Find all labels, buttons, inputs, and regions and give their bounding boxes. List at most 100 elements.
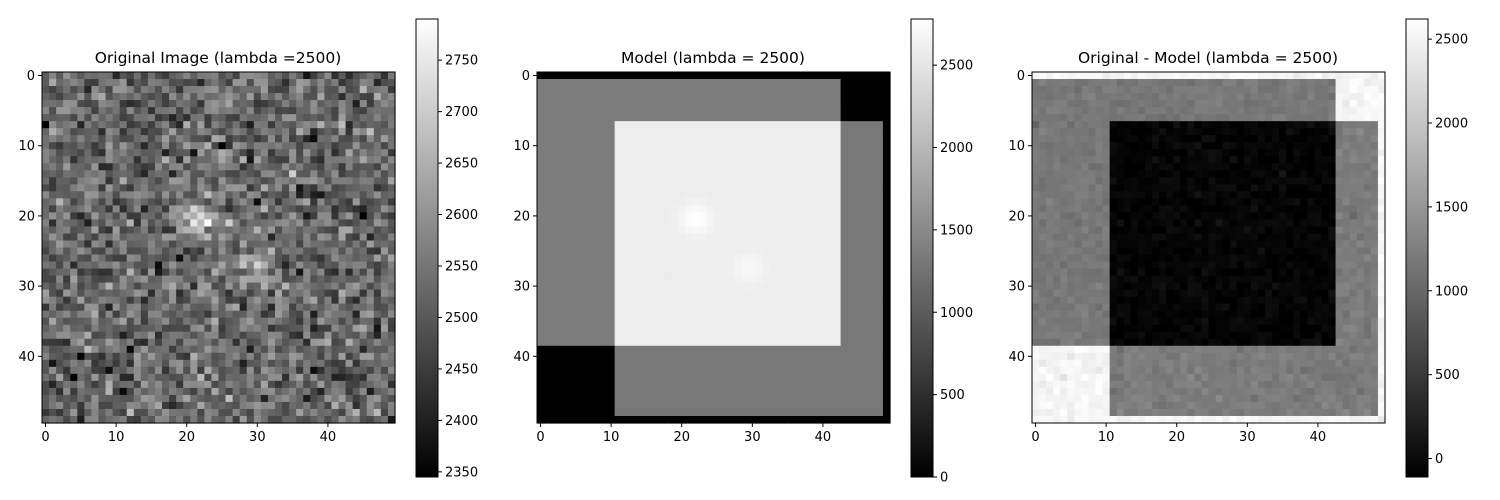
heatmap-cell bbox=[551, 352, 559, 361]
heatmap-cell bbox=[628, 303, 637, 312]
heatmap-cell bbox=[345, 226, 354, 235]
heatmap-cell bbox=[317, 331, 325, 340]
heatmap-cell bbox=[303, 380, 311, 389]
heatmap-cell bbox=[713, 163, 722, 171]
heatmap-cell bbox=[42, 338, 50, 347]
heatmap-cell bbox=[331, 338, 340, 347]
heatmap-cell bbox=[289, 387, 297, 396]
heatmap-cell bbox=[798, 324, 806, 333]
heatmap-cell bbox=[727, 373, 736, 382]
heatmap-cell bbox=[303, 310, 311, 319]
heatmap-cell bbox=[282, 86, 290, 94]
heatmap-cell bbox=[769, 268, 778, 277]
heatmap-cell bbox=[607, 282, 616, 291]
heatmap-cell bbox=[310, 408, 318, 417]
heatmap-cell bbox=[211, 198, 220, 206]
heatmap-cell bbox=[387, 93, 396, 101]
heatmap-cell bbox=[579, 198, 588, 206]
heatmap-cell bbox=[748, 86, 757, 94]
heatmap-cell bbox=[225, 303, 234, 312]
heatmap-cell bbox=[551, 401, 559, 410]
heatmap-cell bbox=[805, 345, 813, 354]
heatmap-cell bbox=[847, 296, 856, 305]
heatmap-cell bbox=[133, 275, 142, 284]
heatmap-cell bbox=[777, 212, 785, 221]
heatmap-cell bbox=[882, 366, 891, 375]
heatmap-cell bbox=[565, 205, 573, 213]
heatmap-cell bbox=[218, 114, 227, 122]
heatmap-cell bbox=[664, 394, 672, 403]
heatmap-cell bbox=[755, 177, 764, 185]
heatmap-cell bbox=[607, 289, 616, 298]
heatmap-cell bbox=[600, 394, 609, 403]
heatmap-cell bbox=[868, 114, 877, 122]
heatmap-cell bbox=[77, 275, 85, 284]
heatmap-cell bbox=[282, 128, 290, 136]
heatmap-cell bbox=[232, 282, 241, 291]
heatmap-cell bbox=[190, 275, 198, 284]
heatmap-cell bbox=[791, 268, 799, 277]
heatmap-cell bbox=[558, 247, 566, 256]
heatmap-cell bbox=[338, 352, 347, 361]
heatmap-cell bbox=[769, 170, 778, 178]
heatmap-cell bbox=[769, 72, 778, 80]
heatmap-cell bbox=[819, 254, 828, 263]
heatmap-cell bbox=[70, 359, 78, 368]
heatmap-cell bbox=[366, 240, 375, 249]
heatmap-cell bbox=[572, 163, 580, 171]
heatmap-cell bbox=[833, 380, 842, 389]
heatmap-cell bbox=[267, 177, 276, 185]
heatmap-cell bbox=[380, 366, 389, 375]
heatmap-cell bbox=[331, 310, 340, 319]
heatmap-cell bbox=[593, 275, 602, 284]
heatmap-cell bbox=[664, 254, 672, 263]
heatmap-cell bbox=[819, 163, 828, 171]
heatmap-cell bbox=[317, 191, 325, 199]
heatmap-cell bbox=[777, 93, 785, 101]
heatmap-cell bbox=[868, 254, 877, 263]
heatmap-cell bbox=[183, 394, 191, 403]
heatmap-cell bbox=[147, 415, 156, 424]
heatmap-cell bbox=[586, 135, 595, 143]
heatmap-cell bbox=[225, 205, 234, 213]
heatmap-cell bbox=[777, 338, 785, 347]
heatmap-cell bbox=[126, 373, 135, 382]
chart-title-model: Model (lambda = 2500) bbox=[621, 49, 805, 67]
heatmap-cell bbox=[310, 149, 318, 157]
heatmap-cell bbox=[621, 79, 630, 87]
heatmap-cell bbox=[649, 79, 658, 87]
heatmap-cell bbox=[260, 170, 269, 178]
heatmap-cell bbox=[91, 345, 100, 354]
heatmap-cell bbox=[317, 401, 325, 410]
heatmap-cell bbox=[274, 198, 283, 206]
heatmap-cell bbox=[176, 366, 184, 375]
heatmap-cell bbox=[338, 296, 347, 305]
heatmap-cell bbox=[593, 121, 602, 129]
heatmap-cell bbox=[579, 366, 588, 375]
heatmap-cell bbox=[253, 107, 262, 115]
heatmap-cell bbox=[260, 268, 269, 277]
heatmap-cell bbox=[239, 212, 248, 221]
heatmap-cell bbox=[345, 240, 354, 249]
heatmap-cell bbox=[685, 282, 693, 291]
heatmap-cell bbox=[607, 219, 616, 228]
heatmap-cell bbox=[854, 331, 863, 340]
heatmap-cell bbox=[544, 205, 552, 213]
heatmap-cell bbox=[762, 317, 771, 326]
heatmap-cell bbox=[635, 282, 644, 291]
heatmap-cell bbox=[734, 338, 743, 347]
heatmap-cell bbox=[868, 401, 877, 410]
heatmap-cell bbox=[119, 184, 128, 192]
heatmap-cell bbox=[162, 226, 170, 235]
heatmap-cell bbox=[211, 366, 220, 375]
heatmap-cell bbox=[176, 380, 184, 389]
heatmap-cell bbox=[748, 247, 757, 256]
heatmap-cell bbox=[246, 345, 255, 354]
heatmap-cell bbox=[649, 310, 658, 319]
heatmap-cell bbox=[225, 338, 234, 347]
heatmap-cell bbox=[239, 387, 248, 396]
heatmap-cell bbox=[42, 261, 50, 270]
heatmap-cell bbox=[296, 191, 304, 199]
heatmap-cell bbox=[628, 205, 637, 213]
heatmap-cell bbox=[126, 79, 135, 87]
